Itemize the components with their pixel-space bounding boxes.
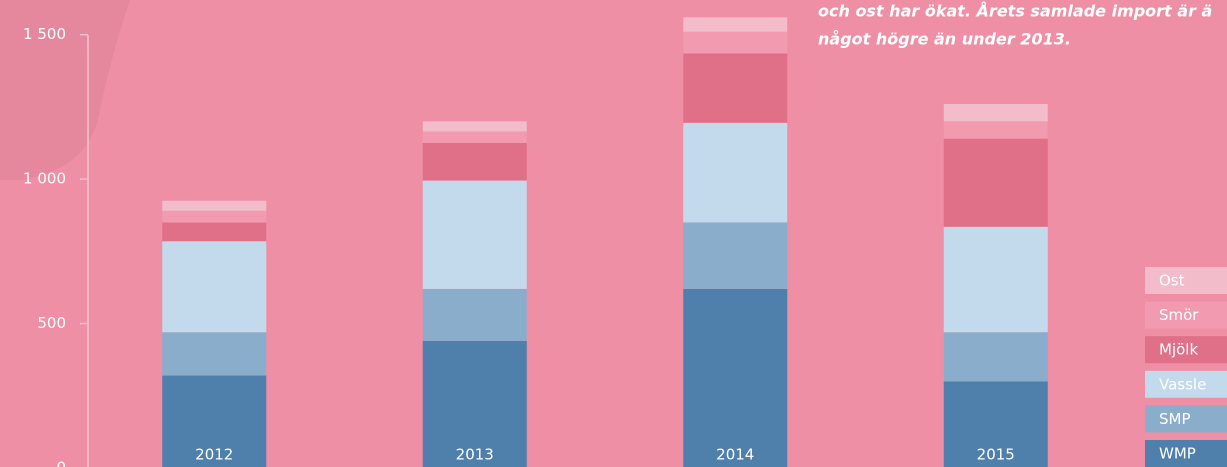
legend-swatch	[1145, 267, 1227, 294]
bar-segment	[422, 131, 527, 143]
x-tick-label: 2013	[456, 446, 494, 464]
bar-segment	[943, 381, 1048, 467]
annotation: och ost har ökat. Årets samlade import ä…	[818, 2, 1212, 21]
y-tick-label: 0	[56, 459, 66, 467]
legend-label: Smör	[1159, 306, 1199, 324]
x-tick-label: 2014	[716, 446, 754, 464]
bar-segment	[683, 288, 788, 467]
x-tick-label: 2012	[195, 446, 233, 464]
bar-segment	[683, 17, 788, 32]
x-tick-label: 2015	[977, 446, 1015, 464]
bar-segment	[422, 340, 527, 467]
bar-segment	[422, 288, 527, 341]
bar-segment	[943, 226, 1048, 333]
bar-segment	[422, 121, 527, 132]
bar-segment	[683, 122, 788, 223]
y-tick-label: 1 500	[23, 25, 66, 43]
bar-segment	[162, 222, 267, 242]
bar-segment	[162, 332, 267, 376]
bar-segment	[162, 375, 267, 467]
bar-segment	[162, 200, 267, 211]
legend-label: Ost	[1159, 272, 1185, 290]
legend-label: SMP	[1159, 410, 1191, 428]
bar-segment	[683, 222, 788, 289]
legend-swatch	[1145, 336, 1227, 364]
legend-label: Vassle	[1159, 375, 1206, 393]
legend-swatch	[1145, 440, 1227, 467]
bar-segment	[943, 104, 1048, 122]
bar-segment	[943, 121, 1048, 139]
y-tick-label: 1 000	[23, 170, 66, 188]
bar-segment	[943, 332, 1048, 382]
legend-label: Mjölk	[1159, 341, 1198, 359]
legend-swatch	[1145, 405, 1227, 433]
bar-segment	[162, 210, 267, 223]
bar-segment	[683, 53, 788, 123]
decor	[0, 0, 130, 180]
legend-label: WMP	[1159, 445, 1196, 463]
bar-segment	[683, 31, 788, 54]
legend-swatch	[1145, 301, 1227, 329]
bar-segment	[422, 180, 527, 289]
legend-swatch	[1145, 370, 1227, 398]
bar-segment	[422, 143, 527, 181]
y-tick-label: 500	[37, 314, 66, 332]
bar-segment	[162, 241, 267, 333]
bar-segment	[943, 138, 1048, 227]
annotation: något högre än under 2013.	[818, 30, 1071, 49]
